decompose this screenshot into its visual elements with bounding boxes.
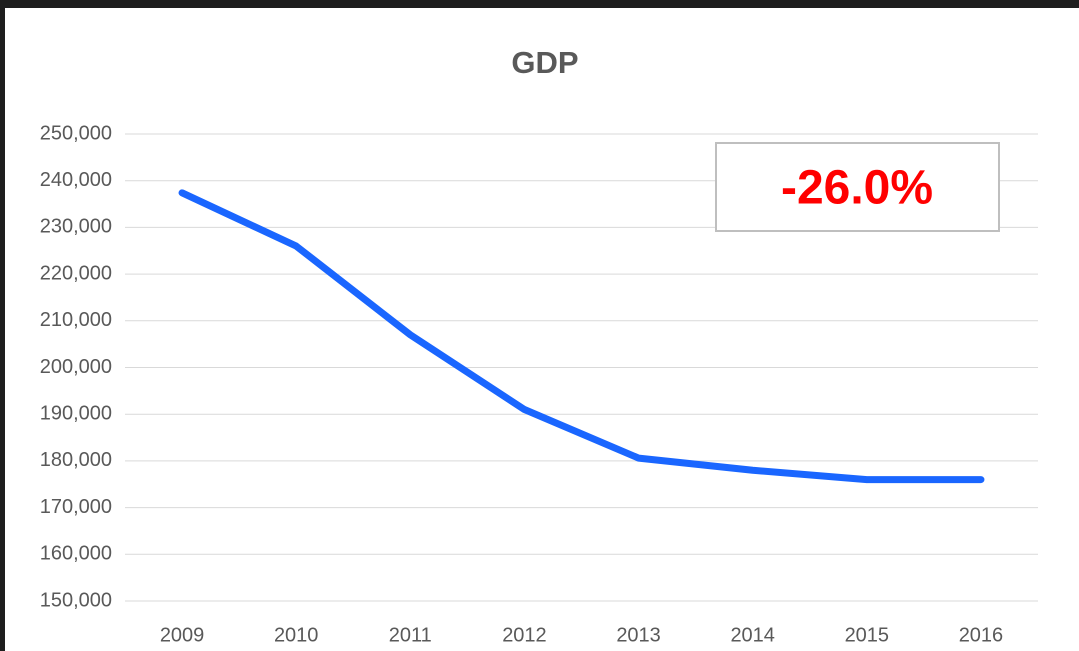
- y-tick-label: 170,000: [40, 496, 112, 518]
- chart-title: GDP: [511, 45, 578, 80]
- y-tick-label: 150,000: [40, 589, 112, 611]
- y-tick-label: 160,000: [40, 543, 112, 565]
- annotation-box: [715, 142, 1000, 232]
- x-tick-label: 2014: [730, 624, 775, 646]
- annotation: -26.0%: [781, 162, 933, 215]
- x-tick-label: 2013: [616, 624, 661, 646]
- x-tick-label: 2012: [502, 624, 547, 646]
- y-tick-label: 180,000: [40, 449, 112, 471]
- y-tick-label: 230,000: [40, 216, 112, 238]
- y-tick-label: 190,000: [40, 402, 112, 424]
- plot: [178, 189, 985, 484]
- x-tick-label: 2010: [274, 624, 319, 646]
- x-tick-label: 2011: [389, 624, 432, 646]
- y-tick-label: 200,000: [40, 356, 112, 378]
- y-tick-label: 250,000: [40, 122, 112, 144]
- y-tick-label: 210,000: [40, 309, 112, 331]
- x-tick-label: 2016: [959, 624, 1004, 646]
- chart-panel: [5, 8, 1079, 651]
- x-tick-label: 2009: [160, 624, 205, 646]
- y-tick-label: 240,000: [40, 169, 112, 191]
- data-line: [178, 189, 985, 484]
- y-tick-label: 220,000: [40, 262, 112, 284]
- x-tick-label: 2015: [845, 624, 890, 646]
